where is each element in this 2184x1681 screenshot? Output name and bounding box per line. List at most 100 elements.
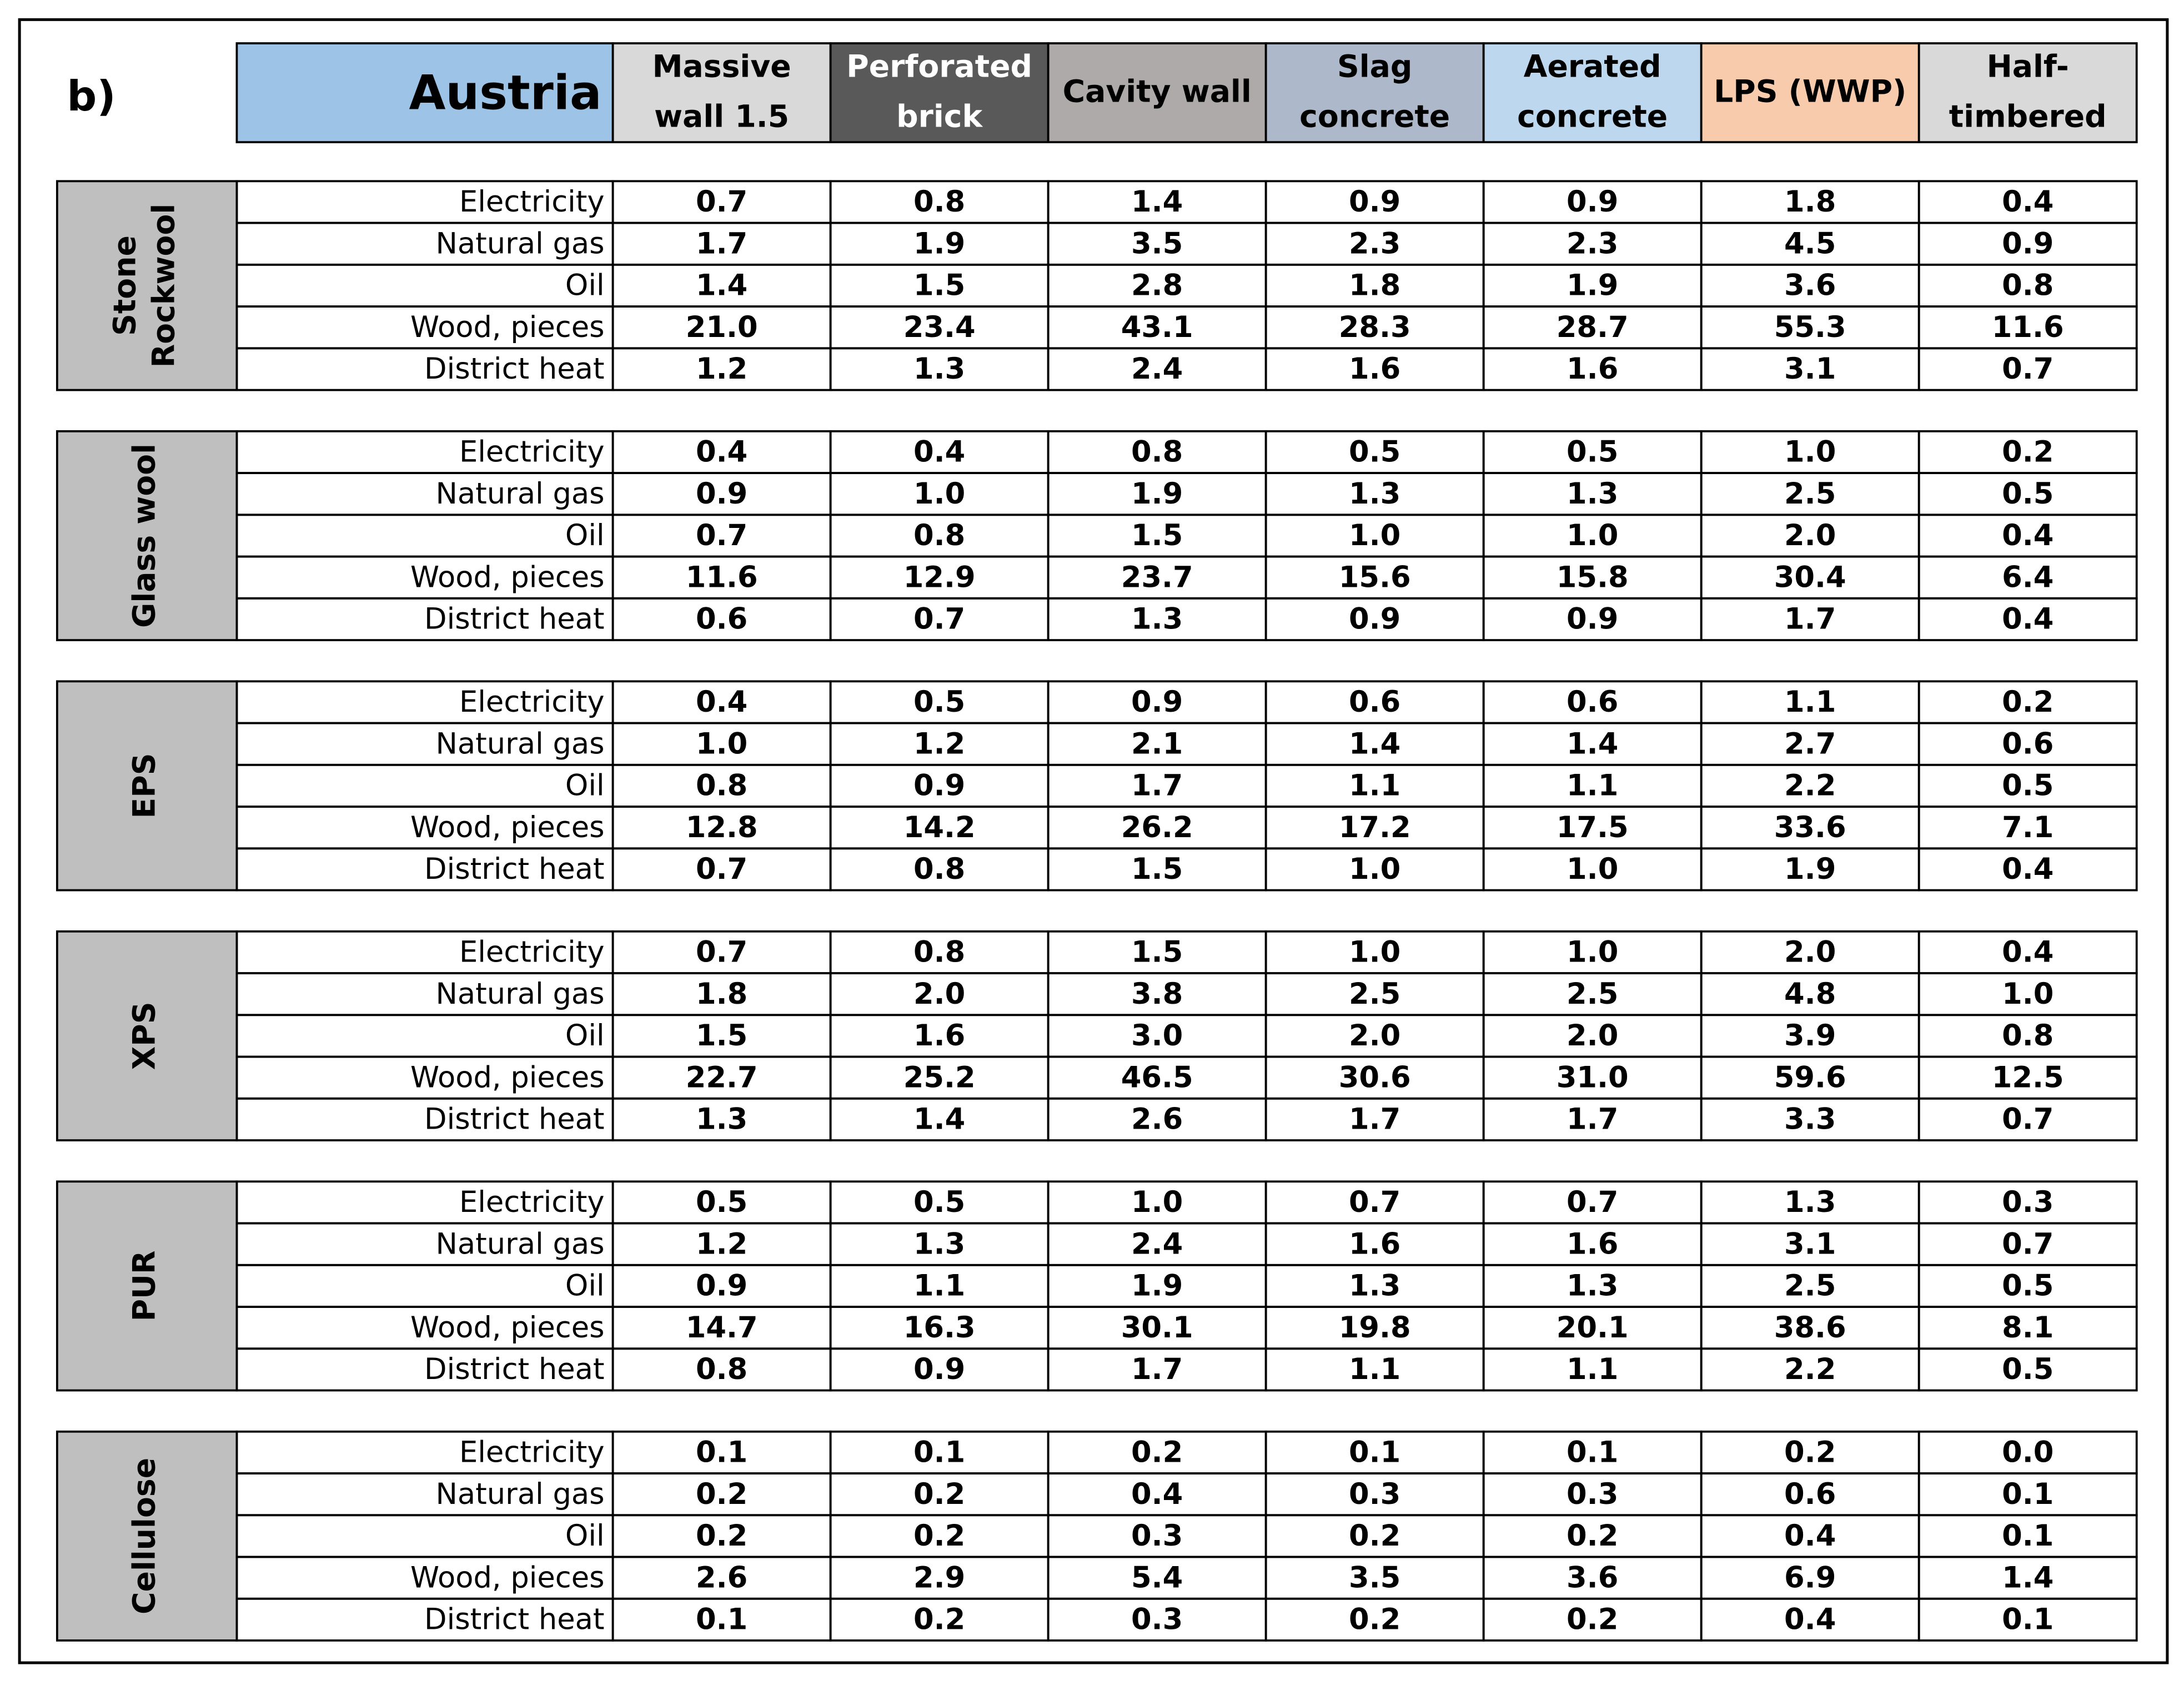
value: 1.7 xyxy=(1349,1103,1400,1136)
value: 0.2 xyxy=(1349,1519,1400,1553)
value: 33.6 xyxy=(1774,811,1846,844)
group-name: XPS xyxy=(127,1002,162,1070)
column-header-cell xyxy=(1482,42,1703,143)
value: 3.8 xyxy=(1131,977,1183,1011)
value: 1.1 xyxy=(1349,1352,1400,1386)
value: 2.5 xyxy=(1784,1269,1836,1303)
value: 1.3 xyxy=(913,352,965,386)
value: 0.1 xyxy=(2002,1519,2054,1553)
value: 1.5 xyxy=(913,269,965,303)
column-header-cell xyxy=(1700,42,1920,143)
column-header: LPS (WWP) xyxy=(1714,74,1906,109)
value: 28.3 xyxy=(1339,310,1411,344)
value: 0.7 xyxy=(696,185,747,219)
value: 1.0 xyxy=(1567,935,1618,969)
value: 1.0 xyxy=(696,727,747,761)
value: 38.6 xyxy=(1774,1311,1846,1345)
value: 1.5 xyxy=(696,1019,747,1053)
value: 25.2 xyxy=(903,1060,976,1094)
value: 2.5 xyxy=(1349,977,1400,1011)
value: 1.1 xyxy=(1567,769,1618,803)
value: 1.4 xyxy=(1567,727,1618,761)
row-label: Oil xyxy=(565,269,605,303)
value: 12.5 xyxy=(1992,1060,2064,1094)
value: 1.9 xyxy=(913,227,965,260)
group-name: Glass wool xyxy=(127,444,162,628)
row-label: District heat xyxy=(424,1352,605,1386)
value: 1.6 xyxy=(1349,1227,1400,1261)
value-cell xyxy=(1917,1097,2138,1141)
value: 3.6 xyxy=(1784,269,1836,303)
column-header: Cavity wall xyxy=(1063,74,1252,109)
value: 30.1 xyxy=(1121,1311,1193,1345)
value: 0.3 xyxy=(1349,1477,1400,1511)
value: 1.9 xyxy=(1131,477,1183,511)
column-header-cell xyxy=(1264,42,1485,143)
value: 0.9 xyxy=(696,1269,747,1303)
value: 0.7 xyxy=(1567,1185,1618,1219)
value: 0.2 xyxy=(2002,685,2054,719)
value: 0.5 xyxy=(2002,1269,2054,1303)
value: 3.0 xyxy=(1131,1019,1183,1053)
value: 0.1 xyxy=(1349,1436,1400,1469)
value: 59.6 xyxy=(1774,1060,1846,1094)
row-label: District heat xyxy=(424,1103,605,1136)
value: 15.8 xyxy=(1557,560,1629,594)
value: 2.0 xyxy=(1567,1019,1618,1053)
value: 2.2 xyxy=(1784,1352,1836,1386)
value: 2.9 xyxy=(913,1561,965,1594)
value-cell xyxy=(1917,1597,2138,1642)
value: 30.6 xyxy=(1339,1060,1411,1094)
row-label: Oil xyxy=(565,1269,605,1303)
title-cell xyxy=(235,42,614,143)
value: 0.2 xyxy=(2002,435,2054,469)
value: 1.8 xyxy=(1349,269,1400,303)
row-label: Natural gas xyxy=(436,1477,605,1511)
group-name: Rockwool xyxy=(147,204,182,368)
value: 2.8 xyxy=(1131,269,1183,303)
value: 31.0 xyxy=(1557,1060,1629,1094)
value: 2.4 xyxy=(1131,1227,1183,1261)
value: 1.3 xyxy=(1131,602,1183,636)
column-header: Slag xyxy=(1337,49,1412,84)
value: 0.2 xyxy=(1131,1436,1183,1469)
value: 1.0 xyxy=(1567,519,1618,552)
row-label: Oil xyxy=(565,519,605,552)
row-label: Natural gas xyxy=(436,1227,605,1261)
column-header: timbered xyxy=(1949,99,2107,135)
row-label: Wood, pieces xyxy=(410,560,605,594)
value: 1.5 xyxy=(1131,935,1183,969)
value: 1.3 xyxy=(1567,477,1618,511)
value: 3.3 xyxy=(1784,1103,1836,1136)
value: 12.8 xyxy=(686,811,758,844)
value: 0.8 xyxy=(913,935,965,969)
group-name: PUR xyxy=(127,1251,162,1322)
row-label: Electricity xyxy=(459,185,605,219)
value: 8.1 xyxy=(2002,1311,2054,1345)
value: 0.5 xyxy=(2002,477,2054,511)
value: 1.2 xyxy=(696,352,747,386)
column-header: Half- xyxy=(1987,49,2069,84)
value: 0.5 xyxy=(913,1185,965,1219)
row-label: Natural gas xyxy=(436,977,605,1011)
value: 14.2 xyxy=(903,811,976,844)
value: 1.8 xyxy=(696,977,747,1011)
row-label: Wood, pieces xyxy=(410,1561,605,1594)
value: 7.1 xyxy=(2002,811,2054,844)
value: 0.4 xyxy=(1131,1477,1183,1511)
value: 11.6 xyxy=(686,560,758,594)
value: 0.5 xyxy=(913,685,965,719)
value: 0.6 xyxy=(1567,685,1618,719)
value: 1.0 xyxy=(1567,852,1618,886)
value: 0.4 xyxy=(2002,935,2054,969)
column-header-cell xyxy=(1917,42,2138,143)
value: 0.8 xyxy=(696,769,747,803)
value: 30.4 xyxy=(1774,560,1846,594)
value: 1.4 xyxy=(1131,185,1183,219)
value: 2.1 xyxy=(1131,727,1183,761)
group-cell xyxy=(56,180,238,391)
value: 0.5 xyxy=(696,1185,747,1219)
value: 1.1 xyxy=(1349,769,1400,803)
value: 1.1 xyxy=(1784,685,1836,719)
